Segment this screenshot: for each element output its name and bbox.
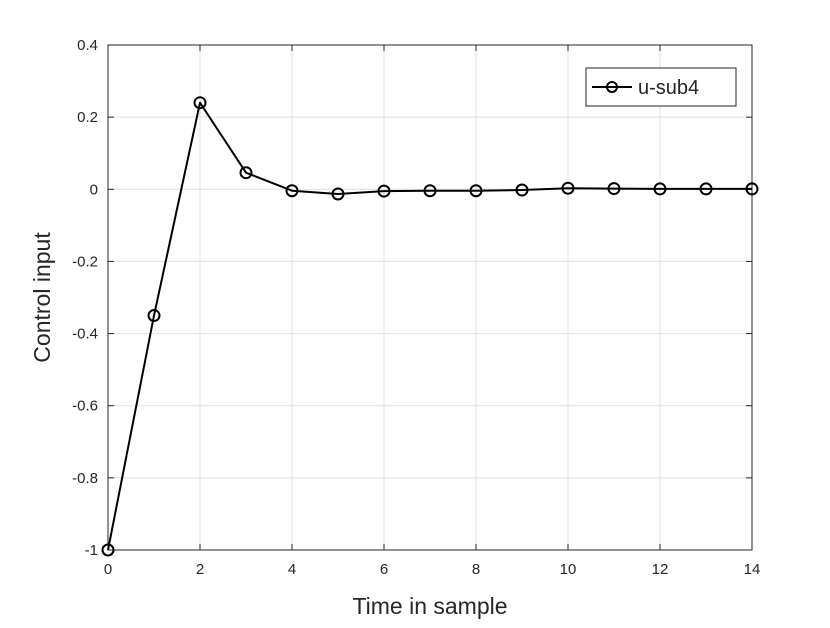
x-tick-label: 12 xyxy=(652,561,669,578)
y-axis-title: Control input xyxy=(29,232,55,363)
series-line xyxy=(107,101,752,551)
x-tick-label: 4 xyxy=(288,561,296,578)
data-point-marker xyxy=(745,182,759,196)
data-point-marker xyxy=(147,309,161,323)
data-point-marker xyxy=(423,184,437,198)
data-point-marker xyxy=(331,187,345,201)
legend: u-sub4 xyxy=(585,67,737,107)
x-axis-title: Time in sample xyxy=(352,593,507,619)
y-tick-label: -0.8 xyxy=(72,470,98,487)
legend-marker xyxy=(606,81,618,93)
data-point-marker xyxy=(239,166,253,180)
x-tick-label: 14 xyxy=(744,561,761,578)
y-tick-label: 0 xyxy=(90,181,98,198)
axes xyxy=(107,44,753,551)
data-point-marker xyxy=(285,184,299,198)
data-point-marker xyxy=(101,543,115,557)
data-point-marker xyxy=(515,183,529,197)
y-tick-label: -0.4 xyxy=(72,326,98,343)
data-point-marker xyxy=(377,184,391,198)
x-tick-label: 6 xyxy=(380,561,388,578)
data-point-marker xyxy=(561,181,575,195)
x-tick-label: 0 xyxy=(104,561,112,578)
data-point-marker xyxy=(607,182,621,196)
y-tick-label: -0.6 xyxy=(72,398,98,415)
axes-box xyxy=(107,44,753,551)
y-tick-label: 0.4 xyxy=(77,37,98,54)
y-tick-label: -1 xyxy=(85,542,98,559)
plot-background xyxy=(108,45,752,550)
data-point-marker xyxy=(653,182,667,196)
x-tick-label: 2 xyxy=(196,561,204,578)
x-tick-label: 10 xyxy=(560,561,577,578)
data-point-marker xyxy=(193,96,207,110)
y-tick-label: -0.2 xyxy=(72,253,98,270)
data-point-marker xyxy=(469,184,483,198)
y-tick-label: 0.2 xyxy=(77,109,98,126)
series-layer xyxy=(101,96,759,557)
tick-labels: 0 2 4 6 8 10 12 14 -1 -0.8 -0.6 -0.4 -0.2 0 0.2 0.4 xyxy=(72,37,760,578)
legend-label: u-sub4 xyxy=(638,77,699,99)
x-tick-label: 8 xyxy=(472,561,480,578)
data-point-marker xyxy=(699,182,713,196)
